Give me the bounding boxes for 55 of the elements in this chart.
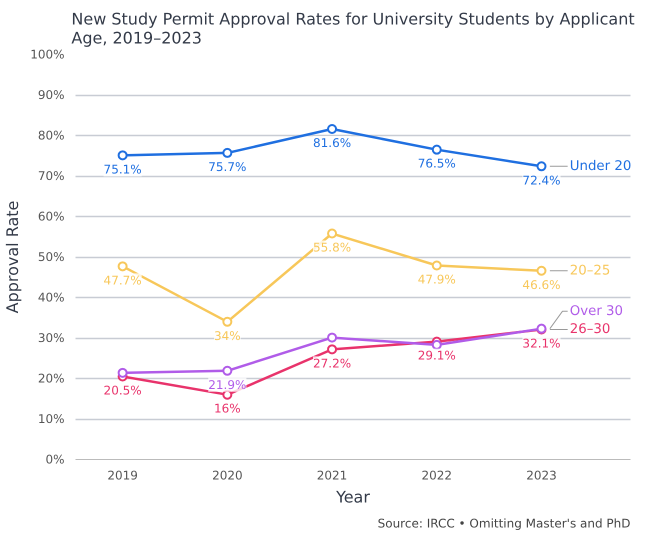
data-label: 55.8% — [312, 240, 352, 255]
y-tick-label: 80% — [38, 128, 64, 142]
data-label: 81.6% — [312, 136, 352, 150]
series-label: 20–25 — [570, 263, 610, 278]
y-tick-label: 70% — [38, 169, 64, 183]
point — [222, 366, 232, 376]
data-label: 16% — [214, 402, 241, 416]
y-tick-label: 50% — [38, 250, 64, 264]
data-label: 76.5% — [418, 156, 456, 171]
y-axis-title: Approval Rate — [3, 200, 22, 314]
point — [118, 150, 128, 160]
point — [536, 266, 546, 276]
series-label: Under 20 — [570, 158, 632, 174]
chart-title: New Study Permit Approval Rates for University Students by Applicant Age, 2019–2023 — [71, 10, 635, 48]
x-tick-label: 2020 — [212, 468, 243, 482]
y-tick-label: 30% — [38, 331, 64, 345]
point — [327, 332, 338, 343]
point — [327, 124, 338, 134]
x-tick-label: 2022 — [422, 468, 452, 482]
point — [118, 368, 128, 378]
series-label: Over 30 — [570, 304, 624, 319]
data-label: 21.9% — [208, 378, 246, 392]
data-label: 34% — [214, 328, 241, 343]
point — [222, 316, 232, 327]
y-tick-label: 60% — [38, 210, 64, 224]
point — [222, 148, 232, 158]
data-label: 46.6% — [522, 278, 561, 292]
point — [118, 261, 128, 272]
y-tick-label: 40% — [38, 290, 64, 304]
data-label: 32.1% — [522, 336, 561, 350]
x-tick-label: 2019 — [107, 468, 138, 482]
series-label: 26–30 — [570, 322, 610, 337]
data-label: 20.5% — [104, 383, 142, 398]
y-tick-label: 0% — [45, 452, 65, 466]
data-label: 27.2% — [312, 356, 352, 370]
x-axis-title: Year — [335, 488, 370, 506]
point — [327, 344, 338, 354]
source-note: Source: IRCC • Omitting Master's and PhD — [378, 516, 631, 530]
y-tick-label: 10% — [38, 412, 64, 426]
point — [327, 228, 338, 238]
data-label: 72.4% — [522, 173, 561, 188]
data-label: 75.1% — [104, 162, 142, 176]
y-tick-label: 20% — [38, 372, 64, 386]
point — [432, 340, 442, 350]
point — [536, 161, 546, 172]
data-label: 47.9% — [418, 272, 456, 287]
point — [432, 260, 442, 270]
y-tick-label: 100% — [30, 48, 65, 62]
data-label: 29.1% — [418, 348, 456, 363]
x-tick-label: 2021 — [316, 468, 348, 482]
data-label: 75.7% — [208, 160, 246, 174]
point — [432, 144, 442, 155]
x-tick-label: 2023 — [526, 468, 557, 482]
data-label: 47.7% — [104, 273, 142, 288]
y-tick-label: 90% — [38, 88, 64, 102]
